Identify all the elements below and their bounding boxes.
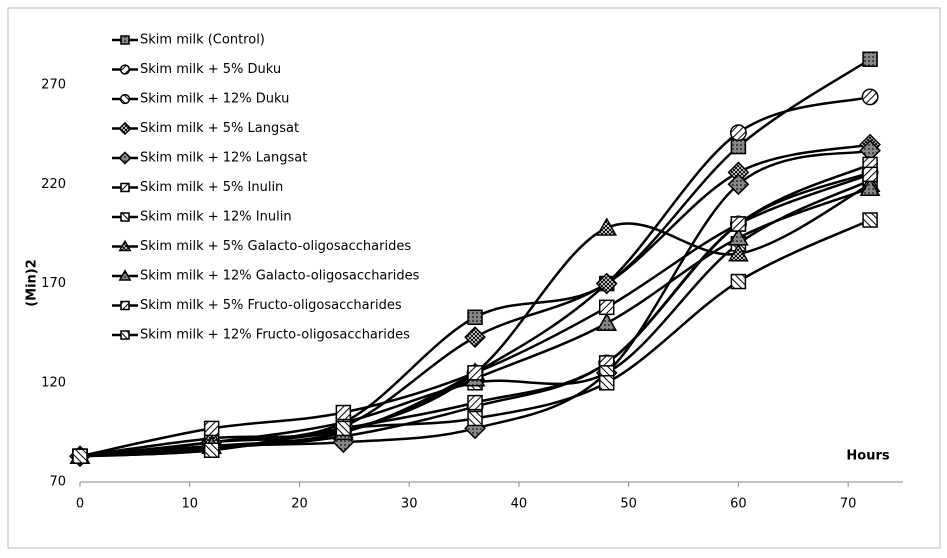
- legend-marker: [120, 300, 130, 311]
- marker: [596, 217, 618, 236]
- x-tick-label: 10: [181, 497, 198, 512]
- marker: [730, 273, 747, 290]
- x-tick-label: 20: [291, 497, 308, 512]
- legend-label: Skim milk + 5% Inulin: [140, 180, 283, 195]
- marker: [859, 177, 881, 197]
- y-tick-label: 220: [41, 177, 66, 192]
- x-tick-label: 50: [620, 497, 637, 512]
- legend-label: Skim milk (Control): [140, 33, 265, 48]
- legend-label: Skim milk + 12% Duku: [140, 92, 289, 107]
- legend-label: Skim milk + 5% Fructo-oligosaccharides: [140, 298, 402, 313]
- marker: [467, 365, 483, 381]
- marker: [862, 212, 878, 228]
- marker: [730, 138, 747, 155]
- marker: [730, 216, 747, 232]
- legend-label: Skim milk + 12% Galacto-oligosaccharides: [140, 269, 420, 284]
- legend-marker: [119, 64, 131, 75]
- marker: [727, 173, 750, 196]
- y-tick-label: 270: [41, 78, 66, 93]
- legend-label: Skim milk + 5% Langsat: [140, 121, 299, 136]
- y-tick-label: 170: [41, 276, 66, 291]
- marker: [203, 420, 220, 437]
- x-axis-label: Hours: [846, 449, 889, 464]
- marker: [464, 326, 486, 348]
- y-axis-label: (Min)2: [25, 259, 40, 307]
- marker: [861, 88, 879, 106]
- legend-marker: [118, 239, 132, 252]
- marker: [335, 404, 352, 421]
- marker: [729, 124, 747, 142]
- x-tick-label: 30: [401, 497, 418, 512]
- legend-marker: [120, 330, 130, 340]
- marker: [728, 227, 749, 246]
- marker: [862, 51, 878, 67]
- marker: [467, 410, 483, 427]
- x-tick-label: 70: [840, 497, 857, 512]
- legend-marker: [119, 93, 131, 105]
- legend-label: Skim milk + 12% Inulin: [140, 210, 292, 225]
- marker: [598, 299, 615, 316]
- legend-label: Skim milk + 5% Duku: [140, 62, 281, 77]
- frame: [7, 7, 941, 549]
- marker: [203, 442, 220, 458]
- legend-marker: [118, 121, 132, 136]
- legend-label: Skim milk + 12% Langsat: [140, 151, 307, 166]
- x-tick-label: 40: [511, 497, 528, 512]
- marker: [728, 243, 749, 262]
- marker: [467, 394, 483, 411]
- marker: [862, 166, 878, 183]
- marker: [72, 448, 88, 464]
- marker: [467, 309, 483, 326]
- legend-marker: [120, 212, 130, 222]
- x-tick-label: 0: [76, 497, 84, 512]
- legend-marker: [118, 269, 132, 281]
- marker: [595, 272, 618, 295]
- legend-label: Skim milk + 12% Fructo-oligosaccharides: [140, 328, 410, 343]
- y-tick-label: 70: [49, 475, 66, 490]
- marker: [596, 312, 618, 331]
- x-tick-label: 60: [730, 497, 747, 512]
- y-tick-label: 120: [41, 375, 66, 390]
- legend-marker: [120, 182, 130, 193]
- legend-label: Skim milk + 5% Galacto-oligosaccharides: [140, 239, 411, 254]
- marker: [335, 420, 352, 437]
- legend-marker: [118, 151, 132, 165]
- legend-marker: [120, 35, 130, 45]
- marker: [598, 375, 615, 391]
